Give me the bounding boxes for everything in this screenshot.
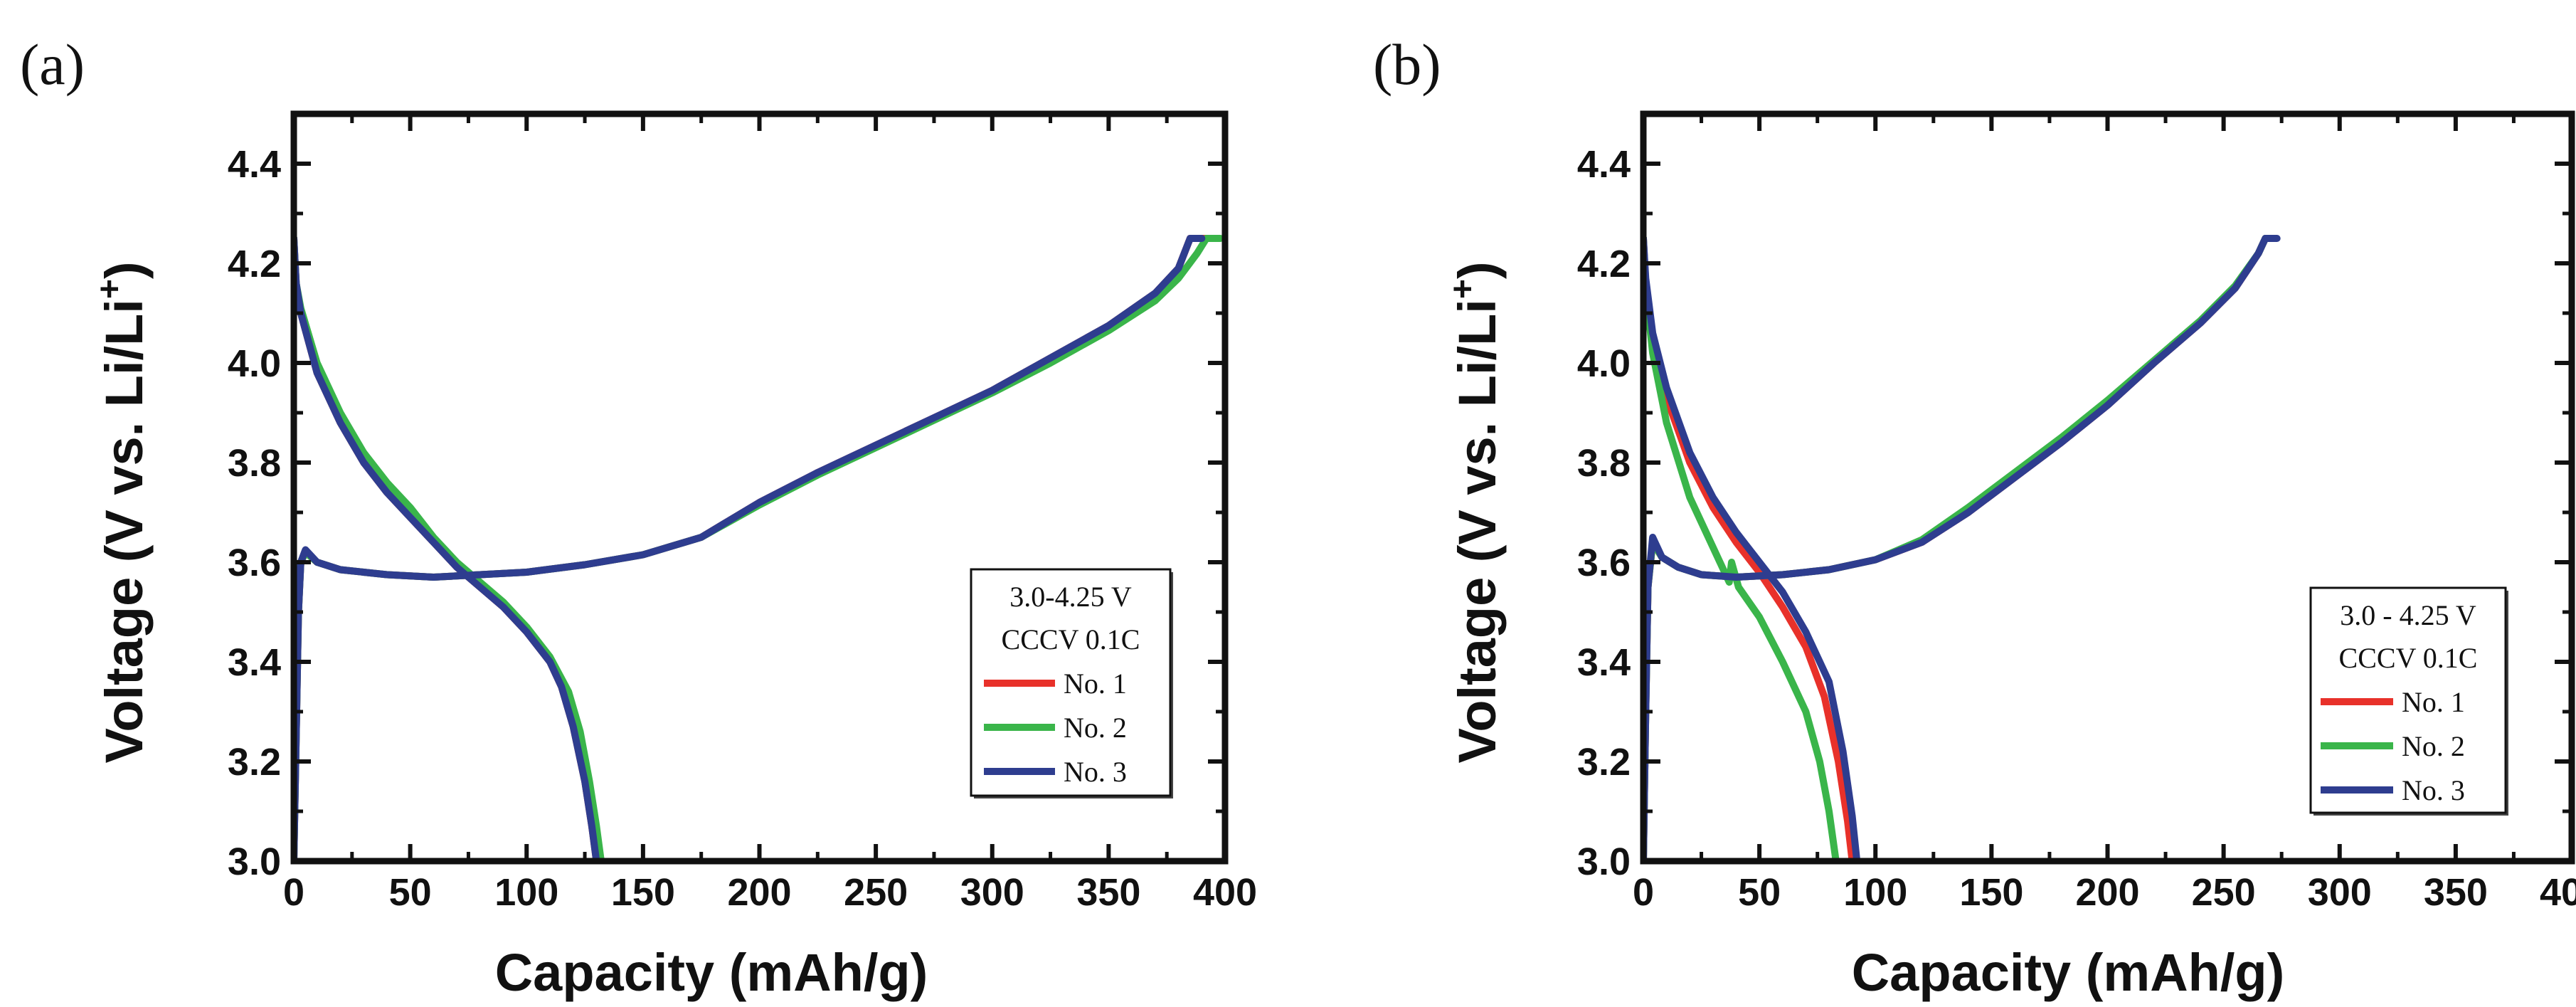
y-axis-title-close-b: ) [1448, 261, 1507, 279]
legend-label-no1-a: No. 1 [1064, 668, 1127, 700]
x-tick-label: 300 [2308, 871, 2372, 914]
x-tick-label: 0 [1633, 871, 1654, 914]
legend-a: 3.0-4.25 V CCCV 0.1C No. 1 No. 2 No. 3 [970, 568, 1173, 798]
x-tick-label: 300 [960, 871, 1024, 914]
y-tick-label: 3.8 [228, 442, 281, 485]
series-line-no3-charge [1643, 235, 2281, 861]
legend-title-line1-a: 3.0-4.25 V [1009, 581, 1132, 613]
x-tick-label: 100 [494, 871, 558, 914]
x-tick-label: 200 [2075, 871, 2139, 914]
y-tick-label: 3.2 [1577, 741, 1631, 784]
x-tick-label: 150 [611, 871, 675, 914]
y-tick-label: 4.4 [1577, 143, 1631, 186]
y-tick-label: 3.4 [1577, 641, 1631, 684]
series-group [1643, 235, 2281, 861]
x-tick-label: 50 [389, 871, 432, 914]
y-axis-title-sup-a: + [91, 279, 129, 299]
y-tick-label: 3.2 [228, 741, 281, 784]
series-line-no3-discharge [1643, 235, 1861, 861]
x-tick-label: 200 [727, 871, 791, 914]
y-tick-label: 4.0 [1577, 342, 1631, 385]
y-axis-title-main-b: Voltage (V vs. Li/Li [1448, 299, 1507, 763]
legend-entry: No. 3 [984, 756, 1127, 788]
series-line-no2-discharge [1643, 235, 1840, 861]
x-tick-label: 100 [1843, 871, 1907, 914]
legend-label-no2-a: No. 2 [1064, 712, 1127, 744]
x-tick-label: 350 [2424, 871, 2488, 914]
y-tick-label: 4.4 [228, 143, 281, 186]
x-tick-label: 0 [283, 871, 304, 914]
legend-label-no2-b: No. 2 [2402, 730, 2465, 762]
y-axis-title-a: Voltage (V vs. Li/Li+) [91, 261, 154, 763]
y-tick-label: 4.2 [1577, 243, 1631, 285]
y-axis-title-main-a: Voltage (V vs. Li/Li [95, 299, 154, 763]
legend-title-line2-a: CCCV 0.1C [1002, 623, 1140, 655]
y-axis-title-sup-b: + [1444, 279, 1482, 299]
x-tick-label: 150 [1959, 871, 2023, 914]
legend-label-no3-b: No. 3 [2402, 774, 2465, 806]
x-tick-label: 250 [844, 871, 908, 914]
legend-label-no1-b: No. 1 [2402, 686, 2465, 718]
y-tick-label: 3.6 [1577, 542, 1631, 584]
x-tick-label: 350 [1076, 871, 1140, 914]
series-line-no2-discharge [294, 235, 605, 861]
panel-a: (a) Voltage (V vs. Li/Li+) Capacity (mAh… [20, 32, 1257, 1002]
plot-area-a: 0 50 100 150 200 250 300 350 400 3.0 3.2 3.4 3.6 3.8 4… [228, 110, 1257, 914]
y-tick-label: 3.0 [1577, 840, 1631, 883]
series-group [294, 235, 1224, 861]
y-tick-label: 3.8 [1577, 442, 1631, 485]
y-tick-label: 3.0 [228, 840, 281, 883]
panel-b: (b) Voltage (V vs. Li/Li+) Capacity (mAh… [1373, 32, 2576, 1002]
y-tick-label: 4.0 [228, 342, 281, 385]
y-tick-label: 3.6 [228, 542, 281, 584]
x-axis-title-b: Capacity (mAh/g) [1852, 943, 2285, 1002]
legend-entry: No. 2 [984, 712, 1127, 744]
svg-text:Voltage (V vs. Li/Li+): Voltage (V vs. Li/Li+) [1444, 261, 1507, 763]
x-tick-label: 400 [1193, 871, 1257, 914]
y-tick-label: 4.2 [228, 243, 281, 285]
x-axis-title-a: Capacity (mAh/g) [495, 943, 928, 1002]
x-tick-label: 50 [1738, 871, 1781, 914]
svg-text:Voltage (V vs. Li/Li+): Voltage (V vs. Li/Li+) [91, 261, 154, 763]
x-tick-label: 250 [2192, 871, 2256, 914]
series-line-no3-discharge [294, 235, 600, 861]
x-tick-label: 400 [2540, 871, 2576, 914]
legend-title-line1-b: 3.0 - 4.25 V [2340, 599, 2476, 631]
plot-area-b: 0 50 100 150 200 250 300 350 400 3.0 3.2 3.4 3.6 3.8 4… [1577, 110, 2576, 914]
legend-entry: No. 2 [2321, 730, 2465, 762]
y-axis-title-close-a: ) [95, 261, 154, 279]
y-axis-title-b: Voltage (V vs. Li/Li+) [1444, 261, 1507, 763]
panel-label-b: (b) [1373, 32, 1441, 97]
legend-entry: No. 1 [984, 668, 1127, 700]
y-tick-label: 3.4 [228, 641, 281, 684]
legend-entry: No. 3 [2321, 774, 2465, 806]
panel-label-a: (a) [20, 32, 85, 97]
legend-b: 3.0 - 4.25 V CCCV 0.1C No. 1 No. 2 No. 3 [2309, 586, 2508, 816]
legend-title-line2-b: CCCV 0.1C [2339, 642, 2478, 674]
legend-entry: No. 1 [2321, 686, 2465, 718]
series-line-no3-charge [294, 235, 1206, 861]
legend-label-no3-a: No. 3 [1064, 756, 1127, 788]
